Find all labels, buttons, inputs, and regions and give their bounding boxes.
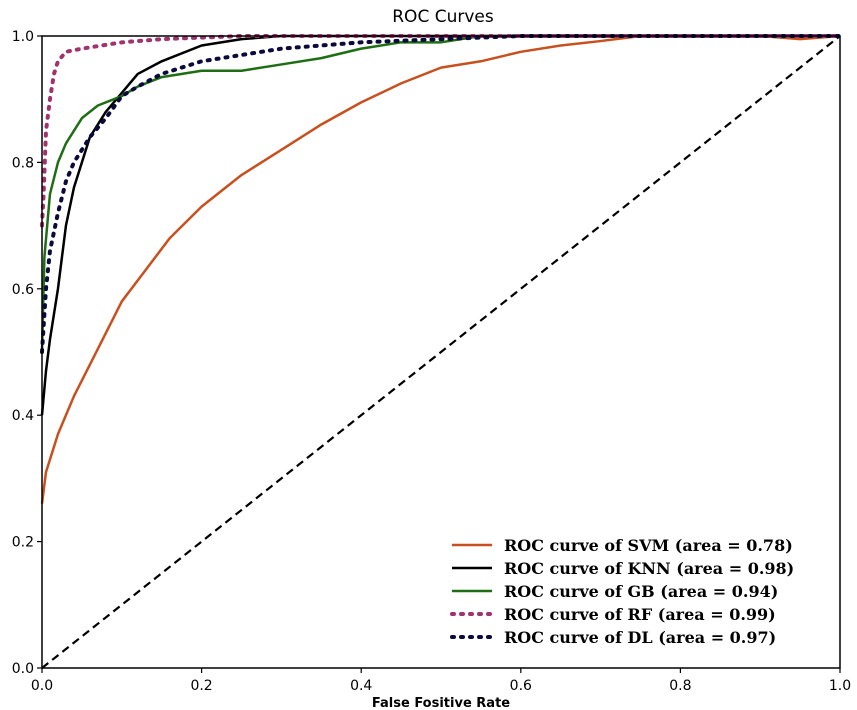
x-axis-label: False Fositive Rate xyxy=(372,696,510,710)
y-tick-label: 1.0 xyxy=(12,29,34,45)
series-line-roc-curve-of-knn xyxy=(40,34,840,416)
x-tick-label: 0.8 xyxy=(669,678,691,694)
y-tick-label: 0.6 xyxy=(12,282,34,298)
x-tick-label: 0.6 xyxy=(510,678,532,694)
y-axis: 0.0 0.2 0.4 0.6 0.8 1.0 xyxy=(12,29,42,677)
y-tick-label: 0.0 xyxy=(12,661,34,677)
legend-label-roc-curve-of-gb: ROC curve of GB (area = 0.94) xyxy=(504,582,778,601)
series-line-roc-curve-of-dl xyxy=(40,34,842,354)
series-line-roc-curve-of-gb xyxy=(40,34,840,353)
x-tick-label: 1.0 xyxy=(829,678,851,694)
legend-label-roc-curve-of-svm: ROC curve of SVM (area = 0.78) xyxy=(504,536,793,555)
legend-label-roc-curve-of-knn: ROC curve of KNN (area = 0.98) xyxy=(504,559,794,578)
plot-frame xyxy=(41,35,841,669)
x-axis: 0.0 0.2 0.4 0.6 0.8 1.0 xyxy=(31,668,851,694)
chart-title: ROC Curves xyxy=(392,7,494,27)
y-tick-label: 0.2 xyxy=(12,535,34,551)
legend-label-roc-curve-of-dl: ROC curve of DL (area = 0.97) xyxy=(504,628,776,647)
legend: ROC curve of SVM (area = 0.78) ROC curve … xyxy=(450,536,794,647)
x-tick-label: 0.2 xyxy=(190,678,212,694)
y-tick-label: 0.8 xyxy=(12,155,34,171)
x-tick-label: 0.4 xyxy=(350,678,372,694)
x-tick-label: 0.0 xyxy=(31,678,53,694)
y-tick-label: 0.4 xyxy=(12,408,34,424)
legend-label-roc-curve-of-rf: ROC curve of RF (area = 0.99) xyxy=(504,605,776,624)
chance-diagonal-line xyxy=(41,35,841,669)
series-line-roc-curve-of-svm xyxy=(40,34,841,504)
